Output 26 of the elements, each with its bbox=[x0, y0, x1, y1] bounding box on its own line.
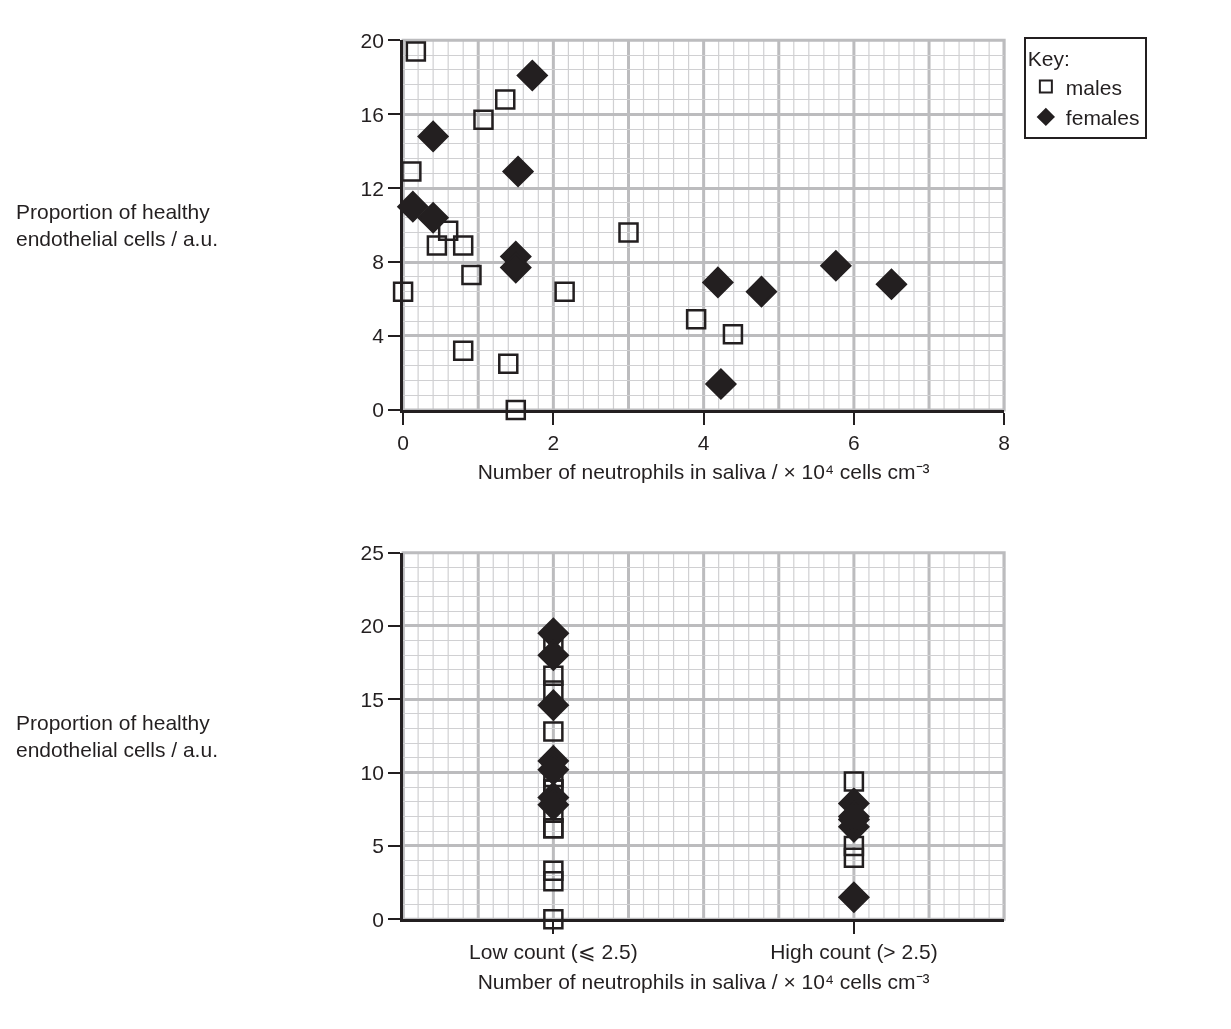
y-tick-label: 25 bbox=[360, 540, 384, 564]
y-tick-label: 20 bbox=[360, 614, 384, 638]
x-tick-label: Low count (⩽ 2.5) bbox=[469, 940, 638, 964]
y-tick-label: 10 bbox=[360, 760, 384, 784]
x-tick-label: 6 bbox=[848, 431, 860, 455]
y-axis-title: Proportion of healthy endothelial cells / a.u. bbox=[16, 711, 218, 762]
y-tick-label: 0 bbox=[372, 398, 384, 422]
x-tick-label: 2 bbox=[547, 431, 560, 455]
y-tick-label: 20 bbox=[360, 28, 384, 52]
y-axis-title: Proportion of healthy endothelial cells / a.u. bbox=[16, 200, 218, 251]
y-tick-label: 15 bbox=[360, 687, 384, 711]
x-axis-title: Number of neutrophils in saliva / × 10⁴ cells cm⁻³ bbox=[477, 969, 930, 993]
x-tick-label: 0 bbox=[397, 431, 409, 455]
y-tick-label: 5 bbox=[372, 834, 384, 858]
y-tick-label: 0 bbox=[372, 907, 384, 931]
x-tick-label: 4 bbox=[697, 431, 710, 455]
x-tick-label: High count (> 2.5) bbox=[770, 940, 938, 964]
legend-title: Key: bbox=[1027, 47, 1070, 71]
y-tick-label: 4 bbox=[372, 324, 385, 348]
legend-label: males bbox=[1065, 75, 1122, 99]
y-tick-label: 12 bbox=[360, 176, 384, 200]
x-tick-label: 8 bbox=[998, 431, 1011, 455]
y-tick-label: 16 bbox=[360, 102, 384, 126]
legend-label: females bbox=[1065, 106, 1140, 130]
y-tick-label: 8 bbox=[372, 250, 384, 274]
x-axis-title: Number of neutrophils in saliva / × 10⁴ cells cm⁻³ bbox=[477, 460, 930, 484]
